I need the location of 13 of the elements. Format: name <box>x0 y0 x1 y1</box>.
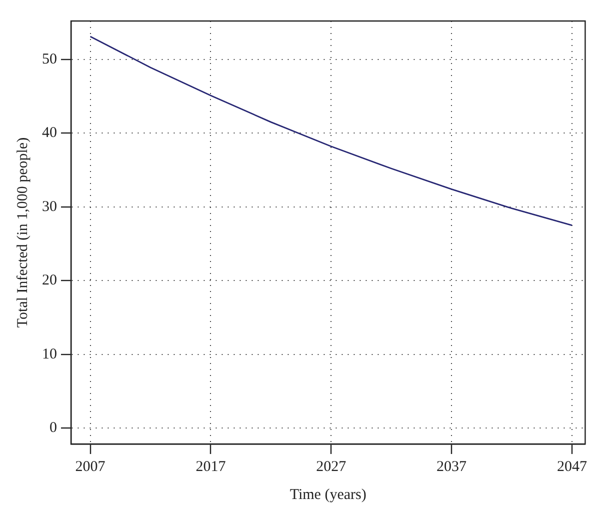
x-tick-label: 2027 <box>316 458 347 475</box>
y-axis-title: Total Infected (in 1,000 people) <box>14 137 31 328</box>
y-tick-label: 40 <box>42 125 57 142</box>
x-tick-label: 2007 <box>75 458 106 475</box>
x-tick-label: 2017 <box>196 458 226 475</box>
y-tick-label: 20 <box>42 272 57 289</box>
y-tick-label: 10 <box>42 346 57 362</box>
y-tick-label: 0 <box>50 420 57 436</box>
y-tick-label: 30 <box>42 198 57 215</box>
y-tick-label: 50 <box>42 51 57 68</box>
x-tick-label: 2047 <box>556 458 588 475</box>
x-axis-title: Time (years) <box>290 486 366 503</box>
x-tick-label: 2037 <box>436 458 468 475</box>
